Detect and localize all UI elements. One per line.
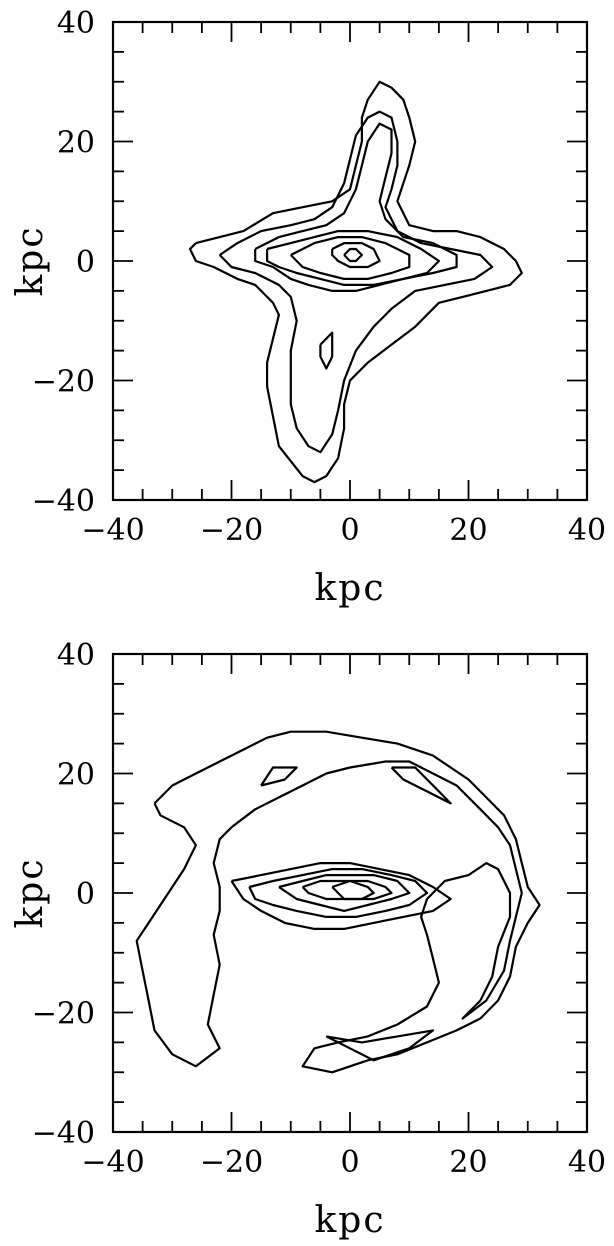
chart-panel-2: −40 −20 0 20 40 −40 −20 0 20 40 kpc kpc xyxy=(10,638,606,1241)
y-tick-label: 40 xyxy=(57,638,95,673)
x-tick-label: 40 xyxy=(568,1145,606,1180)
x-tick-label: 0 xyxy=(340,1145,359,1180)
y-tick-label: 20 xyxy=(57,126,95,161)
x-tick-label: −20 xyxy=(200,1145,263,1180)
contour-line-6 xyxy=(331,242,381,269)
y-tick-label: 0 xyxy=(76,245,95,280)
contour-line-5 xyxy=(248,867,429,919)
y-tick-label: −20 xyxy=(32,365,95,400)
contour-line-4 xyxy=(266,230,440,286)
contour-line-9 xyxy=(325,1029,435,1062)
x-tick-label: 20 xyxy=(449,1145,487,1180)
y-tick-label: −20 xyxy=(32,997,95,1032)
y-axis-title: kpc xyxy=(10,225,51,296)
contour-line-8 xyxy=(319,331,334,370)
contour-line-2 xyxy=(218,110,494,454)
x-tick-label: 0 xyxy=(340,513,359,548)
x-tick-label: −20 xyxy=(200,513,263,548)
x-tick-label: −40 xyxy=(81,1145,144,1180)
contour-line-6 xyxy=(278,873,411,913)
y-axis-title: kpc xyxy=(10,857,51,928)
contour-line-3 xyxy=(390,766,452,805)
y-tick-label: 0 xyxy=(76,877,95,912)
contour-line-8 xyxy=(331,879,375,901)
contour-line-1 xyxy=(188,80,523,484)
x-tick-label: 40 xyxy=(568,513,606,548)
x-tick-label: −40 xyxy=(81,513,144,548)
y-tick-label: 20 xyxy=(57,758,95,793)
y-tick-label: −40 xyxy=(32,1116,95,1151)
contour-line-3 xyxy=(254,122,458,292)
contour-line-2 xyxy=(260,766,298,787)
contour-line-1 xyxy=(135,730,541,1074)
contour-line-4 xyxy=(230,861,452,931)
x-axis-title: kpc xyxy=(314,1200,385,1241)
contour-line-7 xyxy=(343,247,363,263)
contour-line-5 xyxy=(290,236,411,280)
chart-panel-1: −40 −20 0 20 40 −40 −20 0 20 40 kpc kpc xyxy=(10,6,606,609)
y-tick-label: 40 xyxy=(57,6,95,41)
contour-line-7 xyxy=(301,879,393,901)
x-tick-label: 20 xyxy=(449,513,487,548)
x-axis-title: kpc xyxy=(314,568,385,609)
y-tick-label: −40 xyxy=(32,484,95,519)
